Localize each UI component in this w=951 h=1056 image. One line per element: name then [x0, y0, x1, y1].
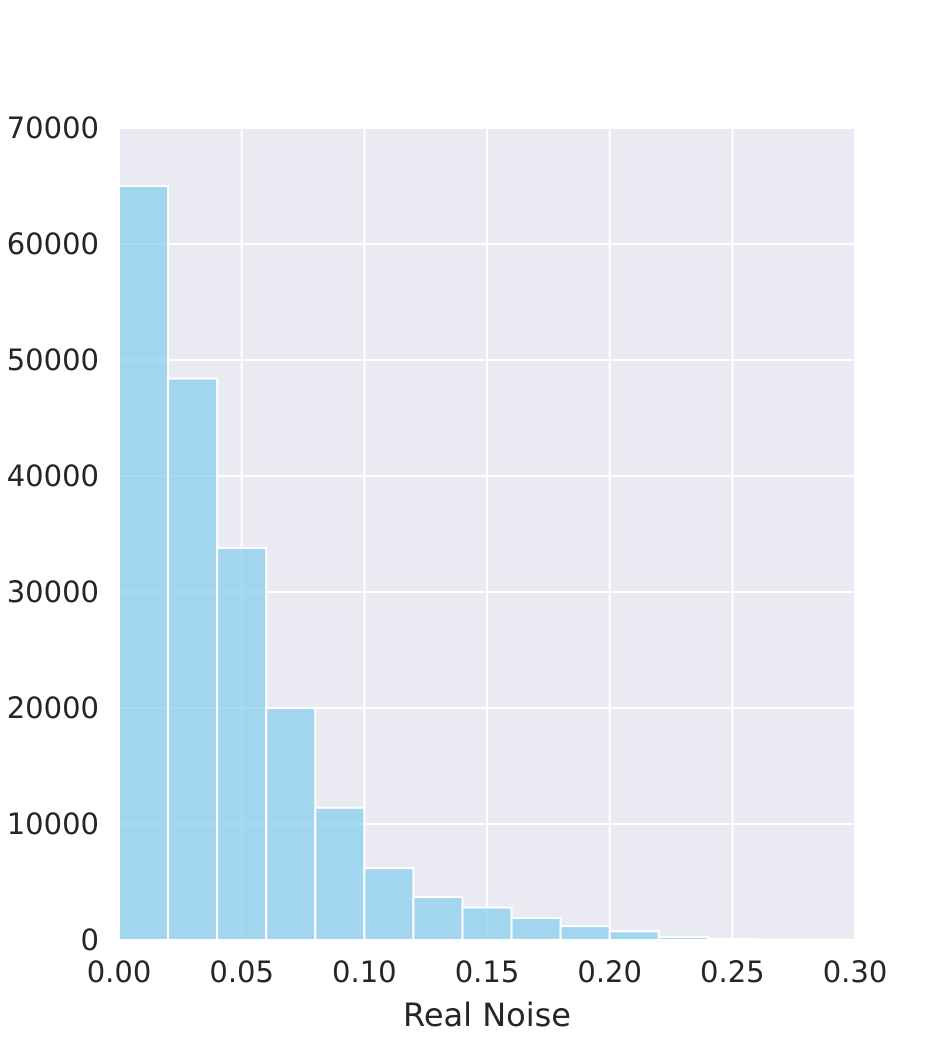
histogram-bar	[314, 806, 366, 942]
x-axis-label: Real Noise	[403, 996, 571, 1034]
y-tick-label: 0	[81, 923, 99, 957]
histogram-bar	[657, 936, 709, 941]
y-tick-label: 20000	[7, 691, 99, 725]
histogram-bar	[363, 867, 415, 942]
histogram-bar	[118, 185, 170, 941]
x-tick-label: 0.30	[823, 955, 888, 989]
y-tick-label: 50000	[7, 343, 99, 377]
y-tick-label: 10000	[7, 807, 99, 841]
x-tick-label: 0.20	[577, 955, 642, 989]
histogram-bar	[608, 930, 660, 941]
histogram-bar	[706, 938, 758, 942]
histogram-bars	[118, 185, 857, 942]
x-tick-label: 0.10	[332, 955, 397, 989]
histogram-bar	[167, 377, 219, 941]
histogram-bar	[412, 896, 464, 942]
histogram-bar	[559, 925, 611, 942]
y-tick-label: 60000	[7, 227, 99, 261]
x-tick-label: 0.05	[209, 955, 274, 989]
x-axis-ticks: 0.00 0.05 0.10 0.15 0.20 0.25 0.30	[87, 955, 888, 989]
y-tick-label: 40000	[7, 459, 99, 493]
x-tick-label: 0.00	[87, 955, 152, 989]
histogram-bar	[461, 906, 513, 942]
y-tick-label: 30000	[7, 575, 99, 609]
histogram-bar	[510, 916, 562, 942]
x-tick-label: 0.25	[700, 955, 765, 989]
histogram-bar	[265, 707, 317, 941]
x-tick-label: 0.15	[455, 955, 520, 989]
y-axis-ticks: 0 10000 20000 30000 40000 50000 60000 70000	[7, 111, 99, 957]
y-tick-label: 70000	[7, 111, 99, 145]
histogram-bar	[216, 546, 268, 941]
